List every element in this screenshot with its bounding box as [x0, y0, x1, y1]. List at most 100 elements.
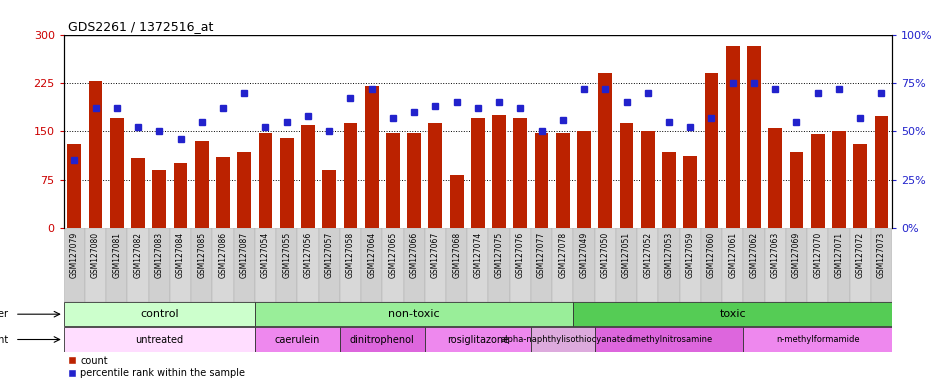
Text: GSM127061: GSM127061 [727, 232, 737, 278]
Text: GSM127052: GSM127052 [643, 232, 651, 278]
Bar [700, 228, 722, 301]
Text: GSM127067: GSM127067 [431, 232, 439, 278]
Text: GSM127072: GSM127072 [855, 232, 864, 278]
Bar [488, 228, 509, 301]
Legend: count, percentile rank within the sample: count, percentile rank within the sample [68, 356, 245, 379]
Bar [573, 228, 594, 301]
Bar [640, 131, 654, 228]
Bar [64, 302, 255, 326]
Bar [360, 228, 382, 301]
Bar [742, 228, 764, 301]
Bar [594, 228, 615, 301]
Bar [513, 118, 527, 228]
Text: GSM127077: GSM127077 [536, 232, 546, 278]
Bar [449, 175, 463, 228]
Text: GSM127064: GSM127064 [367, 232, 375, 278]
Bar [280, 138, 293, 228]
Bar [598, 73, 611, 228]
Text: GSM127082: GSM127082 [134, 232, 142, 278]
Bar [322, 170, 336, 228]
Bar [870, 228, 891, 301]
Bar [746, 46, 760, 228]
Bar [258, 132, 272, 228]
Text: GSM127057: GSM127057 [325, 232, 333, 278]
Text: caerulein: caerulein [274, 334, 320, 344]
Text: GSM127081: GSM127081 [112, 232, 121, 278]
Bar [127, 228, 149, 301]
Text: GSM127086: GSM127086 [218, 232, 227, 278]
Text: GSM127058: GSM127058 [345, 232, 355, 278]
Bar [531, 327, 594, 352]
Text: GSM127084: GSM127084 [176, 232, 184, 278]
Text: rosiglitazone: rosiglitazone [446, 334, 508, 344]
Bar [662, 152, 675, 228]
Bar [509, 228, 531, 301]
Text: GDS2261 / 1372516_at: GDS2261 / 1372516_at [67, 20, 213, 33]
Bar [344, 123, 357, 228]
Bar [619, 123, 633, 228]
Bar [106, 228, 127, 301]
Bar [789, 152, 802, 228]
Bar [577, 131, 591, 228]
Bar [555, 132, 569, 228]
Bar [153, 170, 166, 228]
Text: GSM127049: GSM127049 [579, 232, 588, 278]
Bar [725, 46, 739, 228]
Bar [531, 228, 551, 301]
Text: GSM127053: GSM127053 [664, 232, 673, 278]
Bar [169, 228, 191, 301]
Text: GSM127059: GSM127059 [685, 232, 694, 278]
Bar [67, 144, 81, 228]
Text: GSM127062: GSM127062 [749, 232, 757, 278]
Bar [764, 228, 785, 301]
Text: other: other [0, 309, 8, 319]
Text: GSM127055: GSM127055 [282, 232, 291, 278]
Bar [216, 157, 229, 228]
Text: toxic: toxic [719, 309, 745, 319]
Bar [424, 228, 446, 301]
Bar [679, 228, 700, 301]
Bar [636, 228, 658, 301]
Bar [89, 81, 102, 228]
Bar [806, 228, 827, 301]
Bar [110, 118, 124, 228]
Text: GSM127070: GSM127070 [812, 232, 821, 278]
Bar [340, 228, 360, 301]
Text: GSM127066: GSM127066 [409, 232, 418, 278]
Text: GSM127073: GSM127073 [876, 232, 885, 278]
Text: GSM127083: GSM127083 [154, 232, 164, 278]
Bar [212, 228, 233, 301]
Bar [403, 228, 424, 301]
Text: GSM127071: GSM127071 [834, 232, 842, 278]
Bar [704, 73, 718, 228]
Bar [722, 228, 742, 301]
Text: dimethylnitrosamine: dimethylnitrosamine [624, 335, 712, 344]
Text: agent: agent [0, 334, 8, 344]
Bar [594, 327, 742, 352]
Text: GSM127060: GSM127060 [707, 232, 715, 278]
Bar [85, 228, 106, 301]
Text: GSM127069: GSM127069 [791, 232, 800, 278]
Bar [573, 302, 891, 326]
Bar [873, 116, 887, 228]
Text: GSM127065: GSM127065 [388, 232, 397, 278]
Bar [237, 152, 251, 228]
Bar [768, 128, 782, 228]
Bar [386, 132, 400, 228]
Bar [300, 125, 314, 228]
Bar [424, 327, 531, 352]
Bar [742, 327, 891, 352]
Bar [491, 115, 505, 228]
Text: control: control [139, 309, 179, 319]
Bar [658, 228, 679, 301]
Bar [471, 118, 484, 228]
Text: GSM127085: GSM127085 [197, 232, 206, 278]
Bar [255, 327, 340, 352]
Bar [785, 228, 806, 301]
Bar [131, 158, 145, 228]
Text: GSM127076: GSM127076 [516, 232, 524, 278]
Text: GSM127063: GSM127063 [770, 232, 779, 278]
Bar [428, 123, 442, 228]
Bar [195, 141, 209, 228]
Bar [64, 228, 85, 301]
